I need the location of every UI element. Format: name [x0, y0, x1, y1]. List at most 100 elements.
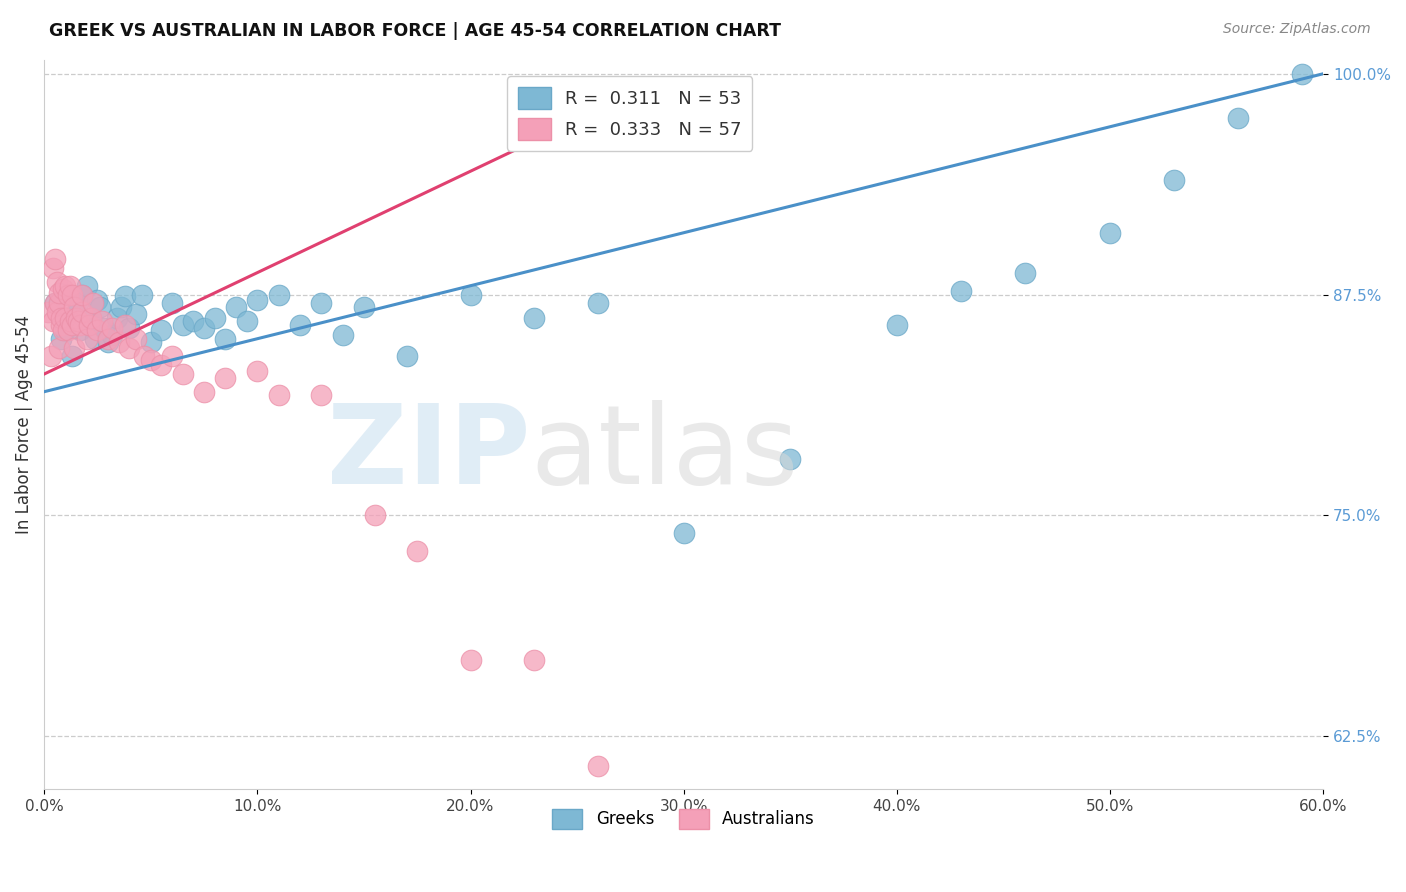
Text: GREEK VS AUSTRALIAN IN LABOR FORCE | AGE 45-54 CORRELATION CHART: GREEK VS AUSTRALIAN IN LABOR FORCE | AGE… [49, 22, 782, 40]
Point [1014, 266, 1036, 280]
Point [114, 318, 136, 332]
Point [44, 296, 66, 310]
Point [48, 341, 70, 355]
Point [60, 350, 83, 364]
Point [949, 284, 972, 298]
Point [309, 296, 332, 310]
Point [86, 293, 108, 307]
Point [363, 508, 385, 523]
Point [172, 318, 194, 332]
Point [672, 526, 695, 541]
Point [45, 305, 67, 319]
Point [69, 318, 91, 332]
Point [101, 328, 124, 343]
Point [118, 341, 141, 355]
Point [72, 287, 94, 301]
Point [52, 282, 75, 296]
Point [1227, 111, 1250, 125]
Point [84, 332, 107, 346]
Point [150, 358, 173, 372]
Point [1099, 226, 1122, 240]
Point [56, 323, 79, 337]
Point [82, 296, 104, 310]
Point [235, 314, 257, 328]
Point [55, 310, 77, 325]
Point [460, 653, 482, 667]
Point [37, 305, 59, 319]
Point [97, 332, 120, 346]
Y-axis label: In Labor Force | Age 45-54: In Labor Force | Age 45-54 [15, 315, 32, 534]
Text: ZIP: ZIP [326, 401, 530, 507]
Point [246, 293, 269, 307]
Point [588, 759, 610, 773]
Point [406, 543, 429, 558]
Point [77, 318, 100, 332]
Point [353, 300, 375, 314]
Point [460, 287, 482, 301]
Point [80, 310, 103, 325]
Point [105, 310, 128, 325]
Point [86, 323, 108, 337]
Point [114, 289, 136, 303]
Point [107, 335, 129, 350]
Point [523, 310, 546, 325]
Point [48, 285, 70, 300]
Point [90, 314, 112, 328]
Point [51, 310, 73, 325]
Point [51, 332, 73, 346]
Point [72, 305, 94, 319]
Point [118, 321, 141, 335]
Point [77, 318, 100, 332]
Point [39, 350, 62, 364]
Point [193, 321, 215, 335]
Point [125, 332, 148, 346]
Point [193, 384, 215, 399]
Point [395, 350, 418, 364]
Point [60, 287, 83, 301]
Point [65, 310, 87, 325]
Point [160, 296, 183, 310]
Point [183, 314, 205, 328]
Point [65, 305, 87, 319]
Point [56, 287, 79, 301]
Point [55, 278, 77, 293]
Point [779, 451, 801, 466]
Point [131, 287, 153, 301]
Point [267, 388, 290, 402]
Point [288, 318, 311, 332]
Point [97, 335, 120, 350]
Point [125, 307, 148, 321]
Point [55, 323, 77, 337]
Point [48, 296, 70, 310]
Point [332, 328, 354, 343]
Legend: Greeks, Australians: Greeks, Australians [546, 802, 821, 836]
Point [134, 350, 156, 364]
Point [214, 332, 236, 346]
Point [59, 314, 82, 328]
Point [110, 300, 132, 314]
Point [76, 332, 98, 346]
Point [59, 314, 82, 328]
Point [45, 275, 67, 289]
Point [101, 321, 124, 335]
Text: atlas: atlas [530, 401, 799, 507]
Point [93, 321, 115, 335]
Point [523, 653, 546, 667]
Point [60, 318, 83, 332]
Point [52, 323, 75, 337]
Point [41, 261, 63, 276]
Point [172, 367, 194, 381]
Point [41, 314, 63, 328]
Point [67, 314, 90, 328]
Point [80, 310, 103, 325]
Point [225, 300, 247, 314]
Point [204, 310, 226, 325]
Point [214, 370, 236, 384]
Point [69, 323, 91, 337]
Point [76, 278, 98, 293]
Point [1163, 172, 1185, 186]
Point [72, 287, 94, 301]
Point [89, 300, 111, 314]
Point [63, 300, 86, 314]
Text: Source: ZipAtlas.com: Source: ZipAtlas.com [1223, 22, 1371, 37]
